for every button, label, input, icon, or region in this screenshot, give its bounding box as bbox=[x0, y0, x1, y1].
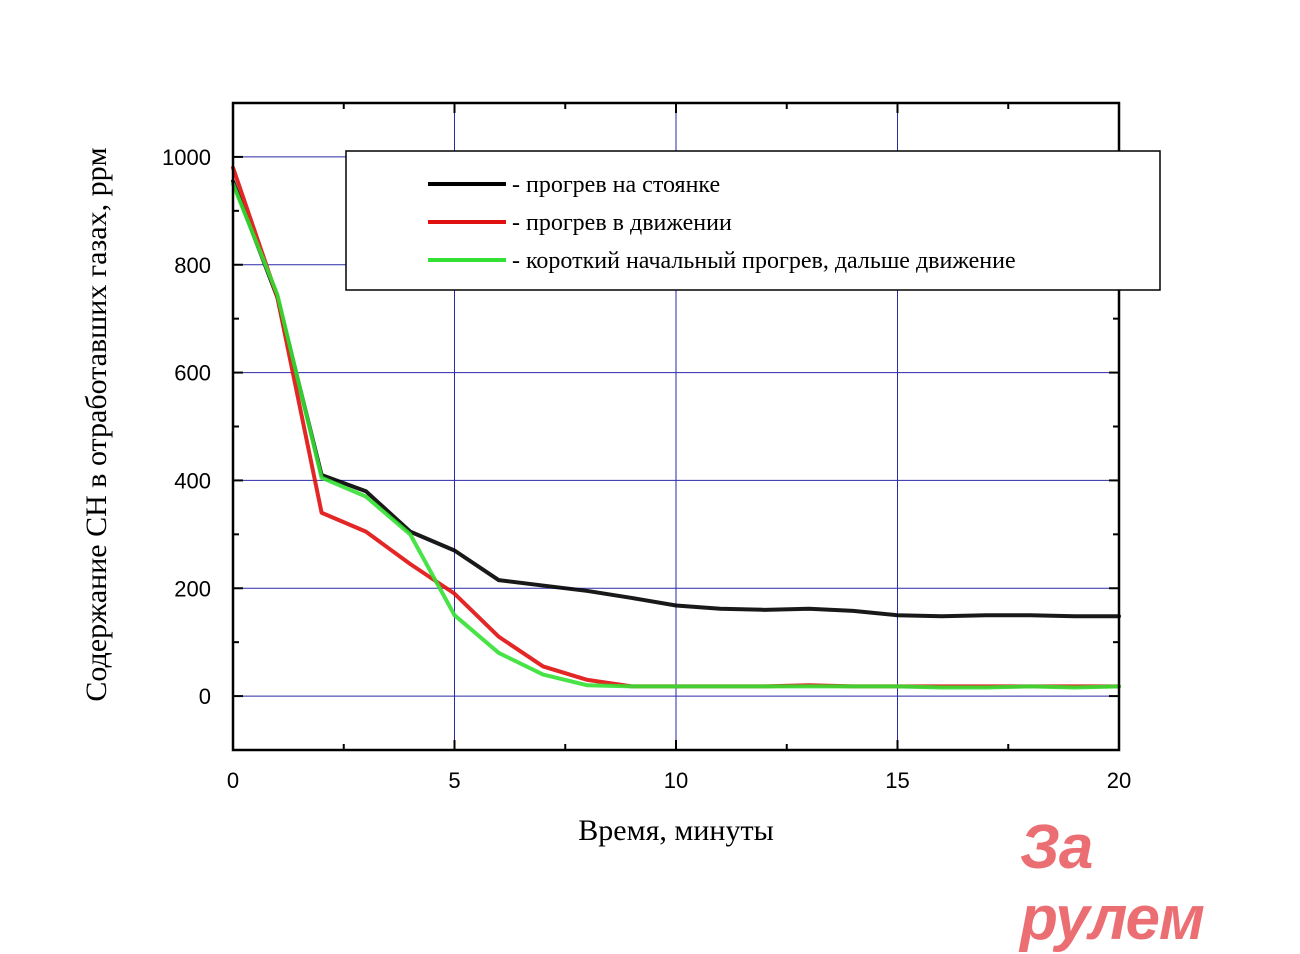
y-tick-label: 200 bbox=[174, 576, 211, 601]
legend-label-3: - короткий начальный прогрев, дальше дви… bbox=[512, 248, 1016, 274]
x-tick-label: 10 bbox=[664, 768, 688, 793]
legend-label-1: - прогрев на стоянке bbox=[512, 172, 720, 198]
y-tick-label: 800 bbox=[174, 253, 211, 278]
series-line-1 bbox=[231, 179, 1121, 619]
x-tick-label: 0 bbox=[227, 768, 239, 793]
legend: - прогрев на стоянке - прогрев в движении… bbox=[345, 150, 1161, 291]
y-tick-label: 600 bbox=[174, 361, 211, 386]
y-tick-label: 1000 bbox=[162, 145, 211, 170]
x-tick-label: 20 bbox=[1107, 768, 1131, 793]
x-tick-label: 15 bbox=[885, 768, 909, 793]
y-tick-label: 0 bbox=[199, 684, 211, 709]
x-tick-label: 5 bbox=[448, 768, 460, 793]
series-lines bbox=[231, 165, 1121, 690]
series-line-3 bbox=[231, 181, 1121, 690]
watermark-logo: За рулем bbox=[1020, 813, 1205, 953]
legend-label-2: - прогрев в движении bbox=[512, 210, 732, 236]
y-tick-label: 400 bbox=[174, 468, 211, 493]
x-axis-title: Время, минуты bbox=[578, 814, 773, 847]
y-axis-title: Содержание CH в отработавших газах, ppм bbox=[80, 147, 113, 701]
